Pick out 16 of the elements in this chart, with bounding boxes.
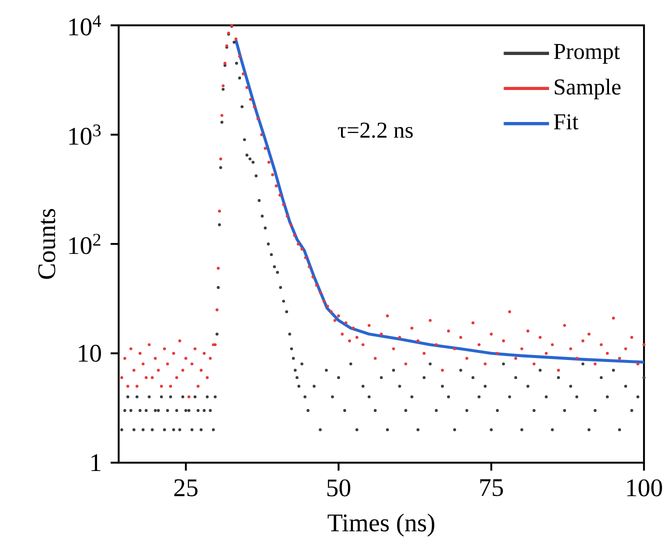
x-tick-label: 50 (327, 479, 350, 497)
x-tick-label: 25 (174, 479, 198, 496)
x-tick-label: 75 (480, 479, 503, 496)
x-axis-title: Times (ns) (328, 514, 434, 537)
line-series (234, 38, 644, 364)
y-tick-label: 10$^{4}$ (69, 15, 102, 36)
legend-label: Fit (554, 114, 578, 130)
x-tick-label: 100 (627, 479, 662, 497)
y-tick-label: 10$^{2}$ (69, 234, 100, 254)
annotation: τ=2.2 ns (338, 122, 413, 138)
y-tick-label: 10$^{3}$ (69, 124, 101, 146)
legend-label: Prompt (554, 44, 620, 64)
y-axis-title: Counts (38, 209, 56, 280)
y-tick-label: 10 (78, 344, 101, 362)
y-tick-label: 1 (92, 454, 100, 472)
legend-label: Sample (554, 78, 621, 100)
